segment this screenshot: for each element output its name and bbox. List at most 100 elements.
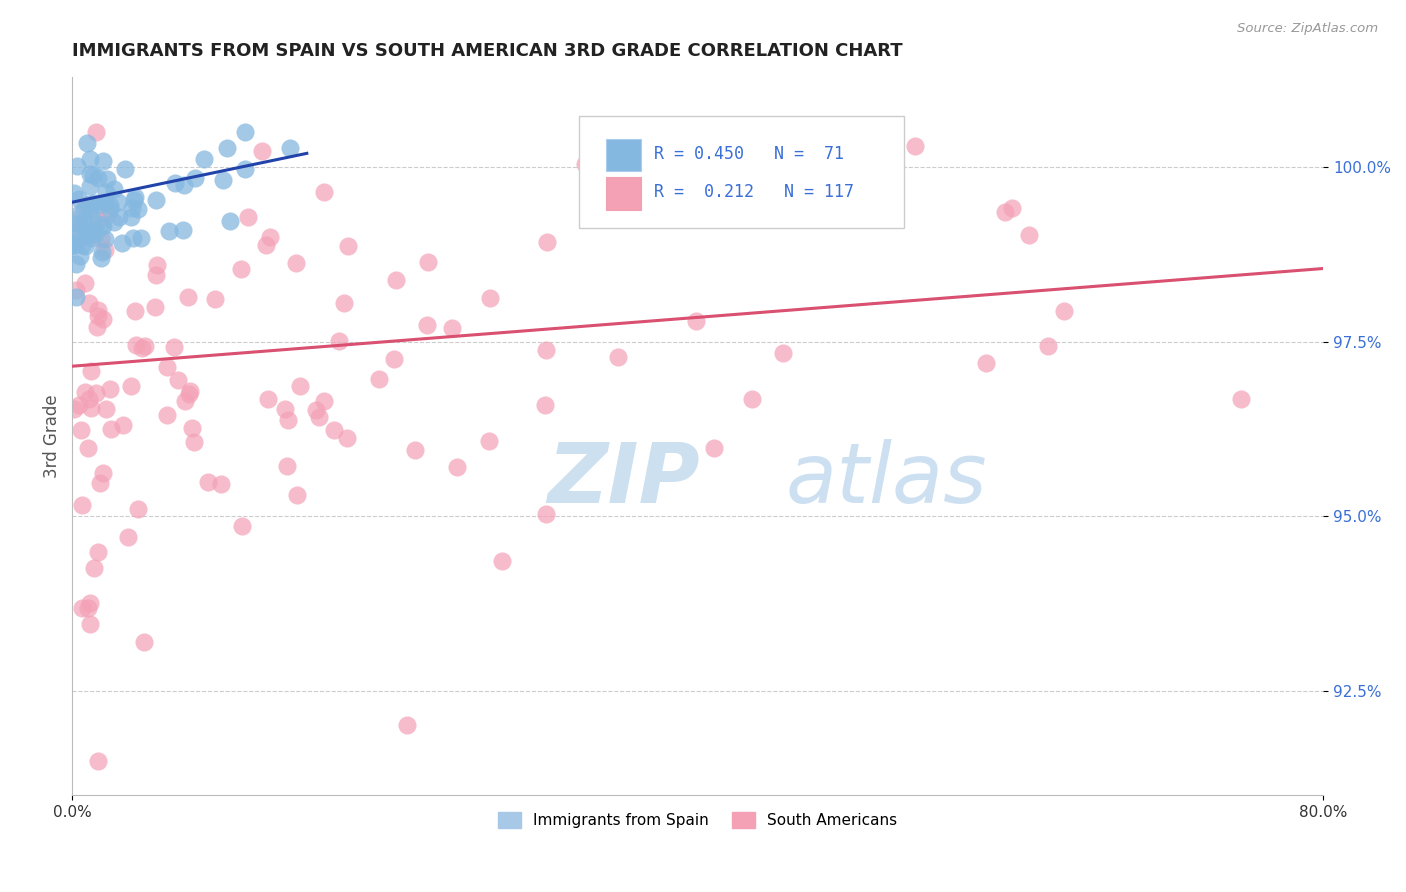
Point	[209, 477, 232, 491]
Point	[87, 198, 110, 212]
Point	[127, 502, 149, 516]
Point	[174, 393, 197, 408]
Point	[333, 296, 356, 310]
Point	[416, 318, 439, 332]
Point	[173, 178, 195, 193]
Point	[1053, 304, 1076, 318]
Point	[177, 290, 200, 304]
Point	[80, 230, 103, 244]
Point	[193, 152, 215, 166]
Point	[607, 350, 630, 364]
Point	[132, 635, 155, 649]
Point	[107, 195, 129, 210]
Point	[80, 363, 103, 377]
Point	[120, 379, 142, 393]
Point	[91, 217, 114, 231]
Point	[79, 178, 101, 193]
Point	[73, 198, 96, 212]
Point	[277, 413, 299, 427]
Text: R = 0.450   N =  71: R = 0.450 N = 71	[654, 145, 844, 162]
Point	[69, 193, 91, 207]
Point	[82, 211, 104, 226]
Point	[131, 341, 153, 355]
Point	[177, 386, 200, 401]
Point	[685, 314, 707, 328]
Point	[308, 410, 330, 425]
Point	[98, 202, 121, 216]
Point	[111, 235, 134, 250]
Point	[66, 227, 89, 242]
Point	[69, 249, 91, 263]
Point	[122, 193, 145, 207]
Point	[125, 338, 148, 352]
Point	[82, 168, 104, 182]
Point	[314, 394, 336, 409]
Point	[86, 319, 108, 334]
Point	[89, 251, 111, 265]
Point	[491, 554, 513, 568]
Point	[312, 185, 335, 199]
Point	[117, 530, 139, 544]
Point	[790, 197, 813, 211]
Point	[124, 304, 146, 318]
Point	[233, 161, 256, 176]
Point	[75, 276, 97, 290]
FancyBboxPatch shape	[606, 139, 641, 171]
Point	[1001, 201, 1024, 215]
Point	[96, 171, 118, 186]
Point	[62, 222, 84, 236]
Point	[446, 459, 468, 474]
Point	[167, 373, 190, 387]
Point	[233, 125, 256, 139]
Point	[536, 235, 558, 250]
Point	[236, 210, 259, 224]
Y-axis label: 3rd Grade: 3rd Grade	[44, 394, 60, 478]
Point	[404, 442, 426, 457]
Point	[533, 398, 555, 412]
Point	[121, 201, 143, 215]
Point	[145, 268, 167, 282]
Point	[77, 295, 100, 310]
Point	[536, 507, 558, 521]
Legend: Immigrants from Spain, South Americans: Immigrants from Spain, South Americans	[492, 806, 904, 835]
Point	[80, 401, 103, 415]
Text: IMMIGRANTS FROM SPAIN VS SOUTH AMERICAN 3RD GRADE CORRELATION CHART: IMMIGRANTS FROM SPAIN VS SOUTH AMERICAN …	[72, 42, 903, 60]
Point	[107, 210, 129, 224]
Point	[83, 561, 105, 575]
Point	[94, 244, 117, 258]
Point	[69, 206, 91, 220]
Point	[703, 442, 725, 456]
Point	[65, 290, 87, 304]
Point	[63, 213, 86, 227]
Point	[184, 170, 207, 185]
Point	[73, 222, 96, 236]
Point	[628, 143, 651, 157]
Point	[87, 545, 110, 559]
Point	[79, 616, 101, 631]
Point	[336, 431, 359, 445]
Point	[440, 321, 463, 335]
Point	[994, 205, 1017, 219]
Point	[114, 161, 136, 176]
Point	[100, 197, 122, 211]
Point	[62, 238, 84, 252]
Point	[204, 292, 226, 306]
Point	[77, 441, 100, 455]
Point	[1018, 227, 1040, 242]
Point	[65, 235, 87, 249]
Point	[70, 237, 93, 252]
Point	[385, 273, 408, 287]
Point	[100, 422, 122, 436]
Point	[416, 255, 439, 269]
Point	[250, 145, 273, 159]
Point	[91, 467, 114, 481]
Point	[76, 136, 98, 150]
Point	[217, 141, 239, 155]
Point	[129, 231, 152, 245]
Point	[91, 154, 114, 169]
Point	[284, 256, 307, 270]
Point	[70, 498, 93, 512]
Point	[91, 312, 114, 326]
Point	[62, 186, 84, 200]
Point	[90, 232, 112, 246]
